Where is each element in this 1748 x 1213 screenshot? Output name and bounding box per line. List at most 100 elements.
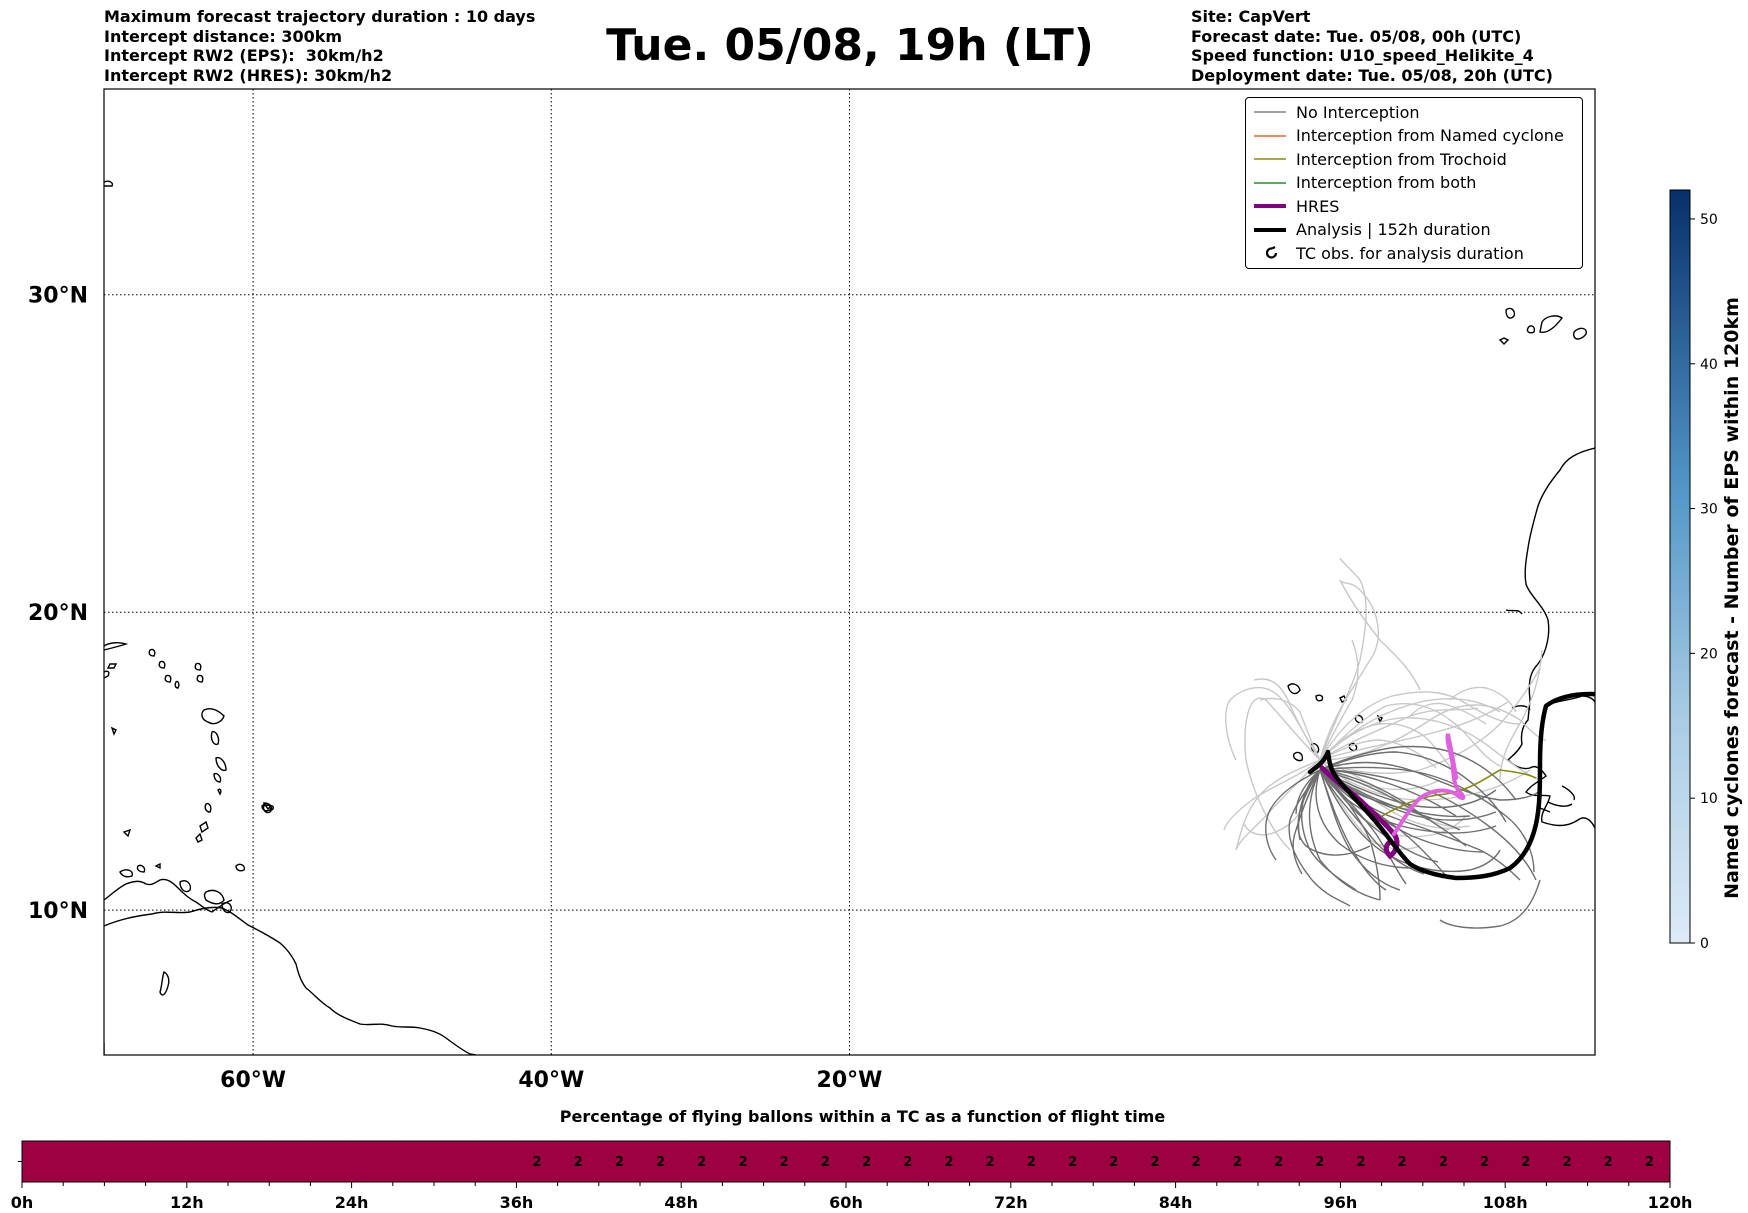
time-bar-cell-value: 2 — [944, 1155, 953, 1170]
time-bar-cell-value: 2 — [862, 1155, 871, 1170]
legend-label: Analysis | 152h duration — [1296, 220, 1491, 239]
time-bar-cell — [63, 1141, 105, 1182]
time-bar-cell-value: 2 — [1274, 1155, 1283, 1170]
graticule — [104, 89, 1595, 1055]
legend-label: No Interception — [1296, 102, 1420, 122]
eps-trajectories-light — [1223, 557, 1547, 851]
colorbar-tick-label: 40 — [1700, 357, 1718, 373]
time-bar-cell-value: 2 — [821, 1155, 830, 1170]
time-bar-cell-value: 2 — [1356, 1155, 1365, 1170]
time-bar-cell — [22, 1141, 64, 1182]
time-bar-cell-value: 2 — [697, 1155, 706, 1170]
time-bar-cell-value: 2 — [986, 1155, 995, 1170]
time-bar-cell — [1464, 1141, 1506, 1182]
colorbar-tick-label: 20 — [1700, 646, 1718, 662]
cyclone-symbol-icon — [1265, 246, 1278, 259]
time-bar-cell-value: 2 — [780, 1155, 789, 1170]
header-right-line: Speed function: U10_speed_Helikite_4 — [1191, 46, 1534, 65]
map-frame — [103, 88, 1596, 1056]
colorbar-tick-label: 30 — [1700, 502, 1718, 518]
time-bar-cell-value: 2 — [1480, 1155, 1489, 1170]
legend-line-swatch — [1254, 181, 1286, 184]
time-bar-cell-value: 2 — [1315, 1155, 1324, 1170]
time-bar-cell-value: 2 — [1521, 1155, 1530, 1170]
legend-item: HRES — [1252, 195, 1339, 217]
time-bar-cell — [1258, 1141, 1300, 1182]
time-tick-label: 84h — [1159, 1193, 1193, 1212]
header-right-line: Deployment date: Tue. 05/08, 20h (UTC) — [1191, 65, 1553, 85]
legend-line-swatch — [1254, 204, 1286, 208]
page-title: Tue. 05/08, 19h (LT) — [606, 20, 1094, 71]
time-bar-cell-value: 2 — [656, 1155, 665, 1170]
legend-label: Interception from Named cyclone — [1296, 126, 1564, 145]
colorbar-tick-label: 0 — [1700, 936, 1709, 952]
time-bar-cell — [1175, 1141, 1217, 1182]
header-right-line: Forecast date: Tue. 05/08, 00h (UTC) — [1191, 26, 1522, 46]
legend-item: TC obs. for analysis duration — [1252, 242, 1524, 264]
eps-trajectories-dark — [1265, 745, 1541, 929]
time-bar-cell-value: 2 — [1604, 1155, 1613, 1170]
time-bar-cell — [640, 1141, 682, 1182]
colorbar-tick-label: 10 — [1700, 791, 1718, 807]
time-bar-cell — [434, 1141, 476, 1182]
time-bar-cell-value: 2 — [738, 1155, 747, 1170]
time-bar-cell-value: 2 — [1439, 1155, 1448, 1170]
legend-item: Analysis | 152h duration — [1252, 219, 1491, 241]
time-bar-cell — [475, 1141, 517, 1182]
time-bar-cell-value: 2 — [1192, 1155, 1201, 1170]
time-bar-cells: 2 2 2 2 2 2 2 2 2 2 2 2 2 2 2 2 2 2 2 2 2 2 2 2 2 2 2 2 — [22, 1141, 1670, 1182]
time-tick-label: 60h — [829, 1193, 863, 1212]
time-bar-cell — [1422, 1141, 1464, 1182]
time-tick-label: 120h — [1648, 1193, 1693, 1212]
header-right-info: Site: CapVert Forecast date: Tue. 05/08, … — [1191, 7, 1553, 85]
time-tick-label: 72h — [994, 1193, 1028, 1212]
time-bar-cell-value: 2 — [1068, 1155, 1077, 1170]
time-bar-cell — [351, 1141, 393, 1182]
time-bar-ticks: 0h 12h 24h 36h 48h 60h 72h 84h 96h 108h 120h — [11, 1161, 1693, 1212]
time-bar-cell — [928, 1141, 970, 1182]
time-tick-label: 0h — [11, 1193, 34, 1212]
time-bar-cell — [1010, 1141, 1052, 1182]
time-bar-cell — [1299, 1141, 1341, 1182]
header-left-line: Intercept distance: 300km — [104, 26, 343, 46]
coastline-caribbean — [104, 180, 477, 1055]
analysis-trajectory — [1307, 691, 1595, 881]
time-bar-cell — [1546, 1141, 1588, 1182]
time-tick-label: 96h — [1324, 1193, 1358, 1212]
time-bar-cell — [228, 1141, 270, 1182]
time-bar-cell-value: 2 — [1645, 1155, 1654, 1170]
legend-line-swatch — [1254, 111, 1286, 113]
colorbar-ticks: 0 10 20 30 40 50 — [1690, 212, 1718, 952]
time-bar-cell — [1587, 1141, 1629, 1182]
header-left-info: Maximum forecast trajectory duration : 1… — [104, 7, 535, 85]
time-bar-cell — [1134, 1141, 1176, 1182]
time-bar-cell-value: 2 — [903, 1155, 912, 1170]
time-bar-cell — [846, 1141, 888, 1182]
time-bar-cell — [269, 1141, 311, 1182]
time-bar-cell-value: 2 — [1109, 1155, 1118, 1170]
time-bar-cell — [722, 1141, 764, 1182]
time-bar-cell — [1505, 1141, 1547, 1182]
time-bar-cell — [1052, 1141, 1094, 1182]
legend-label: Interception from both — [1296, 173, 1477, 192]
time-bar-cell — [392, 1141, 434, 1182]
legend-item: Interception from both — [1252, 172, 1476, 194]
time-tick-label: 36h — [500, 1193, 534, 1212]
time-bar-cell — [186, 1141, 228, 1182]
time-bar-title: Percentage of flying ballons within a TC… — [559, 1107, 1166, 1126]
longitude-tick-label: 60°W — [220, 1068, 286, 1093]
time-bar-cell-value: 2 — [1027, 1155, 1036, 1170]
legend-item: Interception from Trochoid — [1252, 148, 1507, 170]
time-bar-cell — [1340, 1141, 1382, 1182]
time-bar-cell — [310, 1141, 352, 1182]
latitude-tick-label: 30°N — [28, 284, 88, 309]
time-tick-label: 48h — [664, 1193, 698, 1212]
time-bar-cell-value: 2 — [574, 1155, 583, 1170]
time-tick-label: 108h — [1483, 1193, 1528, 1212]
trochoid-interception-trajectory — [1381, 769, 1537, 817]
legend-label: TC obs. for analysis duration — [1296, 243, 1524, 263]
legend-item: Interception from Named cyclone — [1252, 125, 1564, 147]
legend-line-swatch — [1254, 134, 1286, 137]
time-bar-cell — [1216, 1141, 1258, 1182]
time-bar-cell — [804, 1141, 846, 1182]
